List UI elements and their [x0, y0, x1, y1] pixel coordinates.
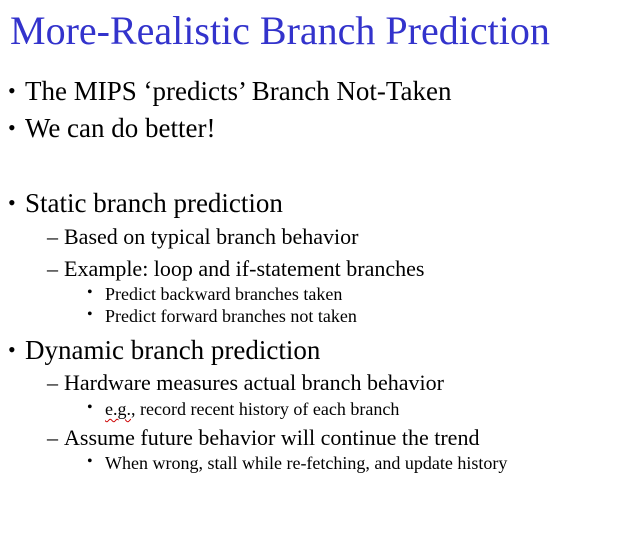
spellcheck-word: e.g. — [105, 399, 131, 419]
bullet-item: • Dynamic branch prediction — [8, 334, 321, 366]
bullet-text: Static branch prediction — [25, 188, 283, 218]
sub-sub-bullet-item: • Predict backward branches taken — [87, 283, 343, 305]
dash-icon: – — [47, 370, 58, 395]
bullet-icon: • — [87, 284, 93, 301]
bullet-icon: • — [87, 306, 93, 323]
sub-bullet-text: Example: loop and if-statement branches — [64, 256, 425, 281]
sub-bullet-item: – Based on typical branch behavior — [47, 224, 358, 250]
dash-icon: – — [47, 256, 58, 281]
bullet-item: • We can do better! — [8, 112, 216, 144]
bullet-icon: • — [87, 399, 93, 416]
sub-sub-bullet-text: , record recent history of each branch — [131, 399, 400, 419]
bullet-item: • Static branch prediction — [8, 187, 283, 219]
sub-sub-bullet-item: • When wrong, stall while re-fetching, a… — [87, 452, 508, 474]
sub-sub-bullet-item: • Predict forward branches not taken — [87, 305, 357, 327]
bullet-text: Dynamic branch prediction — [25, 335, 321, 365]
sub-sub-bullet-item: • e.g., record recent history of each br… — [87, 398, 400, 420]
sub-sub-bullet-text: Predict backward branches taken — [105, 284, 343, 304]
slide-title: More-Realistic Branch Prediction — [10, 8, 550, 53]
bullet-icon: • — [8, 78, 16, 103]
dash-icon: – — [47, 224, 58, 249]
dash-icon: – — [47, 425, 58, 450]
bullet-text: The MIPS ‘predicts’ Branch Not-Taken — [25, 76, 452, 106]
sub-bullet-text: Assume future behavior will continue the… — [64, 425, 480, 450]
sub-bullet-item: – Example: loop and if-statement branches — [47, 256, 424, 282]
bullet-text: We can do better! — [25, 113, 216, 143]
sub-bullet-text: Hardware measures actual branch behavior — [64, 370, 444, 395]
sub-bullet-item: – Hardware measures actual branch behavio… — [47, 370, 444, 396]
bullet-icon: • — [8, 115, 16, 140]
sub-sub-bullet-text: Predict forward branches not taken — [105, 306, 357, 326]
sub-bullet-item: – Assume future behavior will continue th… — [47, 425, 479, 451]
bullet-item: • The MIPS ‘predicts’ Branch Not-Taken — [8, 75, 452, 107]
sub-bullet-text: Based on typical branch behavior — [64, 224, 359, 249]
bullet-icon: • — [8, 337, 16, 362]
bullet-icon: • — [8, 190, 16, 215]
bullet-icon: • — [87, 453, 93, 470]
sub-sub-bullet-text: When wrong, stall while re-fetching, and… — [105, 453, 508, 473]
